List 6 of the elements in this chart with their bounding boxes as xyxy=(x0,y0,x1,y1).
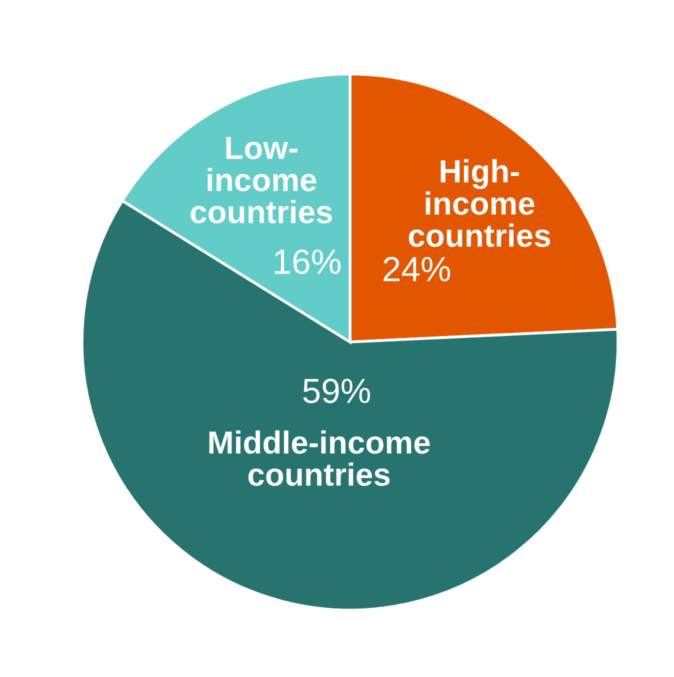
data-label: 16% xyxy=(274,249,341,274)
data-label: 59% xyxy=(303,378,370,404)
slice-label: Low- income countries xyxy=(190,136,332,224)
slice-label: Middle-income countries xyxy=(209,430,430,486)
slice-label: High- income countries xyxy=(408,159,550,247)
data-label: 24% xyxy=(384,256,450,282)
